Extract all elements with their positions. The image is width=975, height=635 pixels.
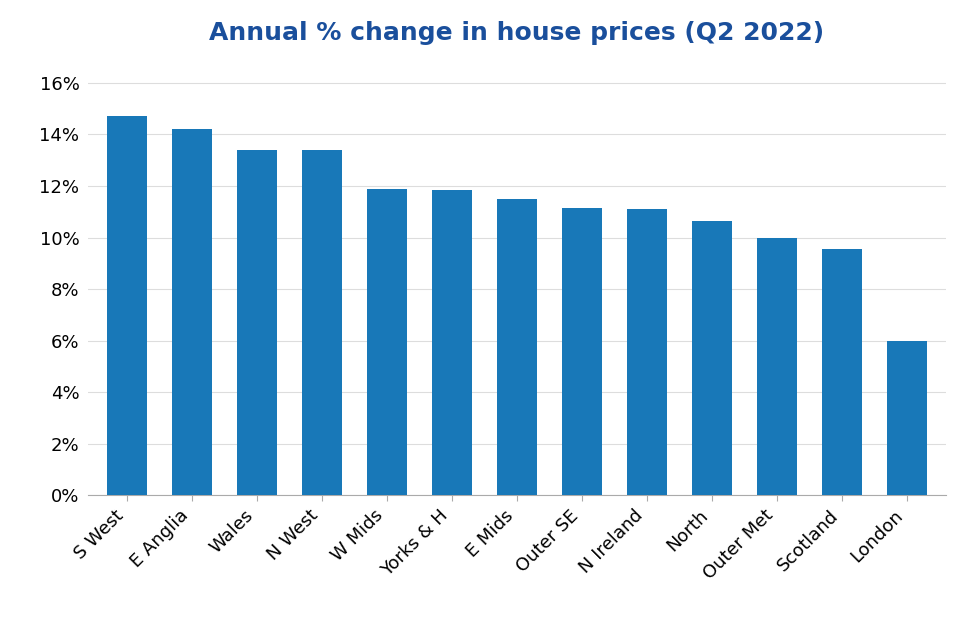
Bar bbox=[172, 130, 212, 495]
Bar bbox=[432, 190, 472, 495]
Title: Annual % change in house prices (Q2 2022): Annual % change in house prices (Q2 2022… bbox=[210, 22, 824, 46]
Bar bbox=[237, 150, 277, 495]
Bar bbox=[757, 237, 797, 495]
Bar bbox=[106, 116, 147, 495]
Bar bbox=[691, 221, 732, 495]
Bar bbox=[496, 199, 537, 495]
Bar bbox=[562, 208, 602, 495]
Bar bbox=[627, 209, 667, 495]
Bar bbox=[886, 340, 927, 495]
Bar bbox=[301, 150, 342, 495]
Bar bbox=[367, 189, 407, 495]
Bar bbox=[822, 249, 862, 495]
